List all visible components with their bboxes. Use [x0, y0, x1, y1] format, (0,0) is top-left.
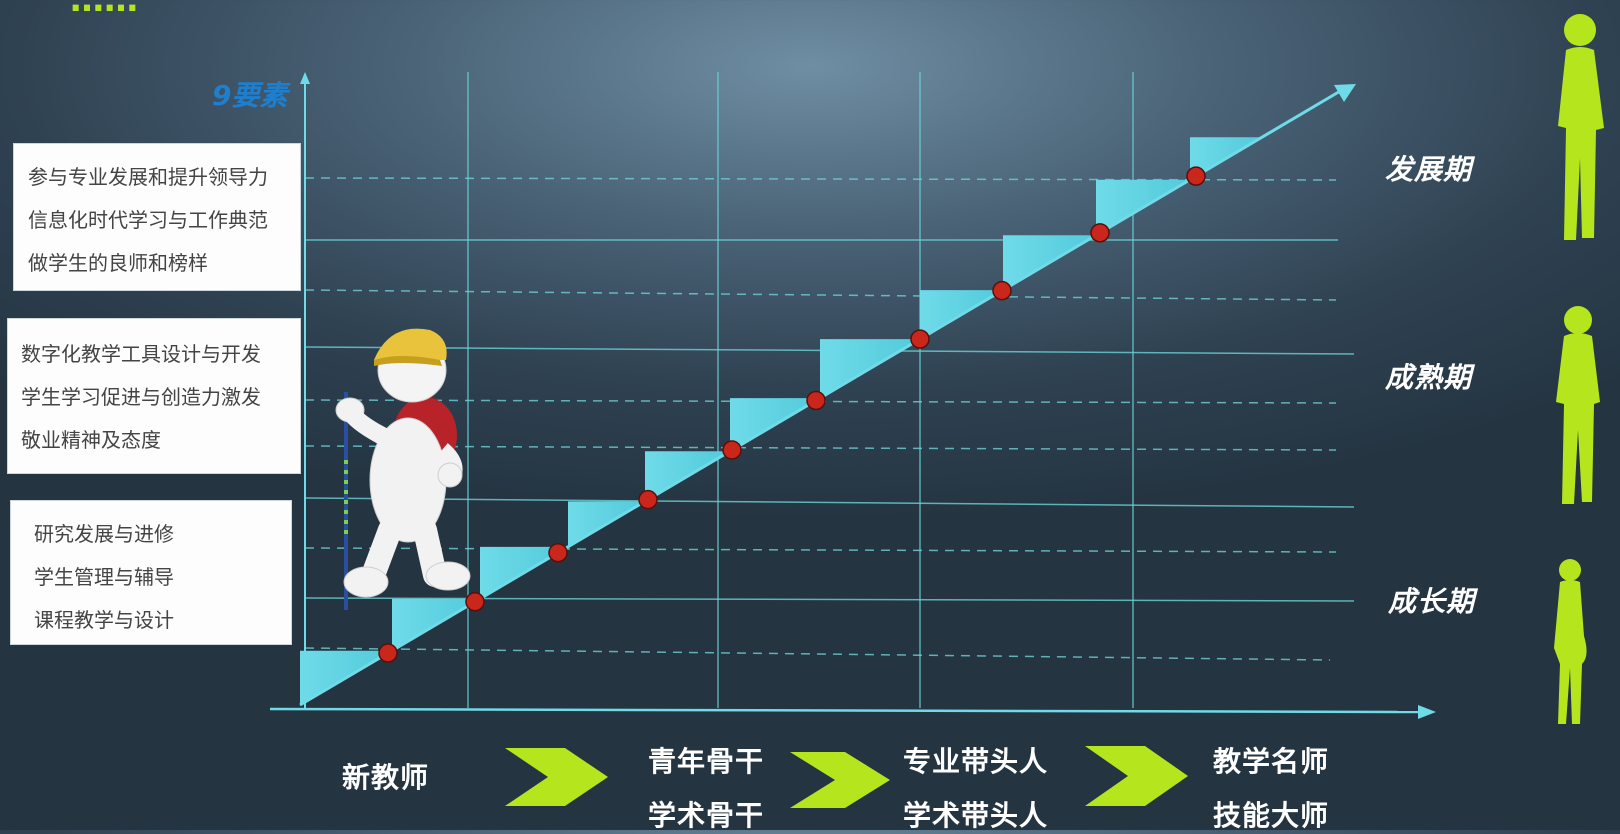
silhouette-middle	[1556, 306, 1600, 504]
stage-development: 发展期	[1385, 153, 1473, 186]
element-group-top: 参与专业发展和提升领导力 信息化时代学习与工作典范 做学生的良师和榜样	[13, 143, 301, 291]
x-axis-arrowhead	[1418, 705, 1436, 719]
chevron-arrows	[505, 746, 1188, 808]
milestone-dot	[1186, 166, 1206, 186]
chevron-2	[790, 752, 890, 808]
role-academic-backbone: 学术骨干	[648, 799, 765, 832]
role-professional-leader: 专业带头人	[903, 745, 1049, 778]
silhouette-bottom	[1554, 559, 1587, 724]
element-item: 数字化教学工具设计与开发	[21, 342, 261, 366]
milestone-dots	[378, 166, 1206, 663]
trend-arrowhead	[1334, 84, 1356, 102]
element-item: 学生学习促进与创造力激发	[21, 385, 261, 409]
milestone-dot	[378, 643, 398, 663]
element-item: 信息化时代学习与工作典范	[28, 208, 268, 232]
chevron-1	[505, 748, 608, 806]
milestone-dot	[548, 542, 568, 563]
role-new-teacher: 新教师	[342, 761, 430, 794]
x-axis	[269, 707, 1421, 714]
milestone-dot	[722, 440, 742, 460]
role-famous-teacher: 教学名师	[1213, 745, 1330, 778]
milestone-dot	[1090, 223, 1110, 243]
hiker-figure-icon	[335, 328, 471, 610]
element-group-bottom: 研究发展与进修 学生管理与辅导 课程教学与设计	[10, 500, 292, 645]
element-item: 学生管理与辅导	[34, 565, 174, 589]
element-item: 课程教学与设计	[34, 608, 174, 632]
y-axis-title: 9要素	[212, 79, 288, 112]
milestone-dot	[806, 390, 826, 411]
role-academic-leader: 学术带头人	[903, 799, 1049, 832]
milestone-dot	[638, 489, 658, 510]
chevron-3	[1085, 746, 1188, 806]
y-axis-arrowhead	[300, 72, 310, 84]
element-item: 敬业精神及态度	[21, 428, 161, 452]
milestone-dot	[992, 280, 1012, 301]
role-young-backbone: 青年骨干	[648, 745, 765, 778]
element-item: 参与专业发展和提升领导力	[28, 165, 268, 189]
page-title-partial: ……	[70, 0, 138, 20]
element-group-middle: 数字化教学工具设计与开发 学生学习促进与创造力激发 敬业精神及态度	[7, 318, 301, 474]
milestone-dot	[910, 329, 930, 349]
silhouette-top	[1558, 14, 1604, 240]
person-silhouette-icon	[1554, 14, 1604, 724]
milestone-dot	[465, 591, 485, 612]
element-item: 研究发展与进修	[34, 522, 174, 546]
stage-growth: 成长期	[1388, 585, 1476, 618]
stage-mature: 成熟期	[1385, 361, 1473, 394]
horizontal-solid-grid	[304, 239, 1355, 602]
role-skill-master: 技能大师	[1213, 799, 1330, 832]
element-item: 做学生的良师和榜样	[28, 251, 208, 275]
